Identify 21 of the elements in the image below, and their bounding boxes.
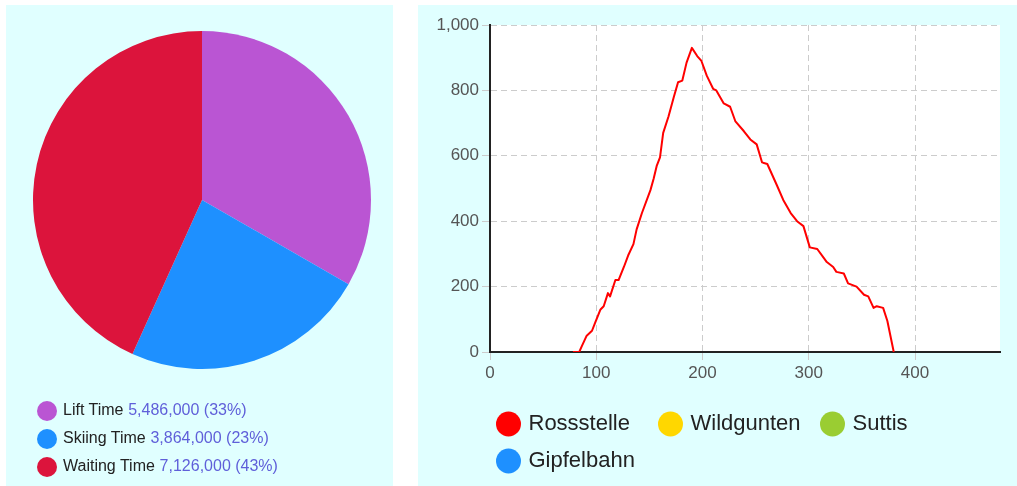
data-label: 5,486,000 (33%) bbox=[128, 401, 247, 419]
y-tick-label: 600 bbox=[450, 145, 479, 165]
y-tick-label: 400 bbox=[450, 210, 479, 230]
legend-label: Gipfelbahn bbox=[528, 447, 635, 473]
x-tick-label: 0 bbox=[485, 362, 495, 382]
y-tick-label: 200 bbox=[450, 276, 479, 296]
legend-label: Skiing Time bbox=[63, 429, 146, 447]
x-tick-label: 200 bbox=[688, 362, 717, 382]
x-tick-label: 300 bbox=[794, 362, 823, 382]
x-tick-label: 400 bbox=[900, 362, 930, 382]
y-tick-label: 800 bbox=[450, 80, 479, 100]
legend-label: Waiting Time bbox=[63, 457, 155, 475]
legend-label: Suttis bbox=[852, 410, 908, 436]
legend-label: Wildgunten bbox=[690, 410, 801, 436]
y-tick-label: 0 bbox=[469, 341, 479, 361]
y-tick-label: 1,000 bbox=[436, 14, 479, 34]
legend-label: Rossstelle bbox=[528, 410, 630, 436]
data-label: 3,864,000 (23%) bbox=[150, 429, 269, 447]
data-label: 7,126,000 (43%) bbox=[159, 457, 278, 475]
x-tick-label: 100 bbox=[582, 362, 611, 382]
legend-label: Lift Time bbox=[63, 401, 124, 419]
